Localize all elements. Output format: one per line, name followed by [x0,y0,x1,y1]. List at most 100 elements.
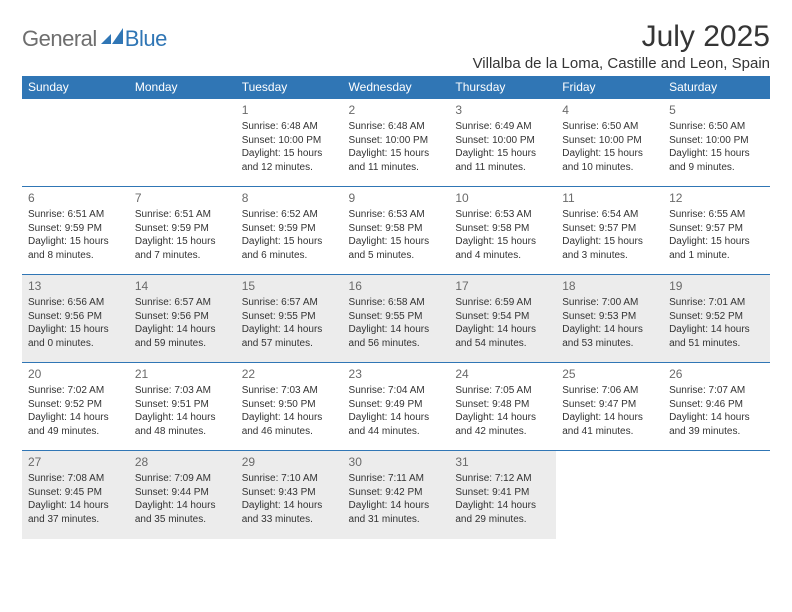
daylight-line: Daylight: 14 hours and 35 minutes. [135,499,230,526]
day-number: 25 [562,366,657,382]
daylight-line-label: Daylight: [349,148,391,159]
day-number: 23 [349,366,444,382]
sunset-line: Sunset: 9:42 PM [349,486,444,500]
daylight-line: Daylight: 15 hours and 4 minutes. [455,235,550,262]
sunrise-line-label: Sunrise: [669,209,708,220]
sunrise-line-label: Sunrise: [242,473,281,484]
weekday-header: Saturday [663,76,770,99]
day-number: 11 [562,190,657,206]
sunrise-line-label: Sunrise: [455,209,494,220]
calendar-cell: 4Sunrise: 6:50 AMSunset: 10:00 PMDayligh… [556,99,663,187]
sunset-line-value: 9:57 PM [599,223,636,234]
sunrise-line-label: Sunrise: [349,121,388,132]
daylight-line-label: Daylight: [242,412,284,423]
sunset-line: Sunset: 10:00 PM [242,134,337,148]
sunrise-line: Sunrise: 7:04 AM [349,384,444,398]
sunrise-line: Sunrise: 6:55 AM [669,208,764,222]
daylight-line-label: Daylight: [669,412,711,423]
calendar-cell: 16Sunrise: 6:58 AMSunset: 9:55 PMDayligh… [343,275,450,363]
sunset-line-label: Sunset: [455,223,492,234]
day-number: 29 [242,454,337,470]
sunrise-line: Sunrise: 6:53 AM [349,208,444,222]
sunrise-line-value: 6:50 AM [602,121,639,132]
sunset-line-value: 9:45 PM [65,487,102,498]
logo-mark-icon [101,28,123,46]
sunset-line-label: Sunset: [28,223,65,234]
daylight-line: Daylight: 15 hours and 0 minutes. [28,323,123,350]
sunrise-line: Sunrise: 6:52 AM [242,208,337,222]
calendar-header: SundayMondayTuesdayWednesdayThursdayFrid… [22,76,770,99]
calendar-cell: 21Sunrise: 7:03 AMSunset: 9:51 PMDayligh… [129,363,236,451]
sunrise-line-label: Sunrise: [242,209,281,220]
day-number: 1 [242,102,337,118]
daylight-line: Daylight: 14 hours and 51 minutes. [669,323,764,350]
logo: General Blue [22,26,167,52]
daylight-line-label: Daylight: [242,236,284,247]
sunset-line-label: Sunset: [242,135,279,146]
sunrise-line: Sunrise: 7:09 AM [135,472,230,486]
day-number: 19 [669,278,764,294]
sunset-line-value: 9:46 PM [706,399,743,410]
daylight-line-label: Daylight: [562,148,604,159]
weekday-header: Monday [129,76,236,99]
sunset-line-label: Sunset: [349,487,386,498]
daylight-line-label: Daylight: [455,148,497,159]
day-number: 28 [135,454,230,470]
sunrise-line: Sunrise: 7:00 AM [562,296,657,310]
sunset-line: Sunset: 9:47 PM [562,398,657,412]
sunrise-line-label: Sunrise: [562,209,601,220]
sunrise-line-value: 6:57 AM [174,297,211,308]
sunrise-line-value: 7:07 AM [709,385,746,396]
sunrise-line-value: 6:48 AM [281,121,318,132]
sunrise-line: Sunrise: 7:01 AM [669,296,764,310]
calendar-cell: 26Sunrise: 7:07 AMSunset: 9:46 PMDayligh… [663,363,770,451]
sunrise-line-label: Sunrise: [455,121,494,132]
sunset-line: Sunset: 9:58 PM [455,222,550,236]
sunset-line-label: Sunset: [455,487,492,498]
sunset-line-label: Sunset: [562,223,599,234]
daylight-line: Daylight: 15 hours and 10 minutes. [562,147,657,174]
sunrise-line-label: Sunrise: [349,297,388,308]
sunset-line: Sunset: 9:53 PM [562,310,657,324]
daylight-line: Daylight: 14 hours and 41 minutes. [562,411,657,438]
sunrise-line-value: 6:53 AM [388,209,425,220]
calendar-cell: 30Sunrise: 7:11 AMSunset: 9:42 PMDayligh… [343,451,450,539]
sunset-line: Sunset: 9:59 PM [242,222,337,236]
daylight-line-label: Daylight: [562,236,604,247]
sunset-line-label: Sunset: [669,311,706,322]
day-number: 22 [242,366,337,382]
daylight-line: Daylight: 15 hours and 3 minutes. [562,235,657,262]
weekday-header: Wednesday [343,76,450,99]
daylight-line: Daylight: 14 hours and 54 minutes. [455,323,550,350]
sunrise-line: Sunrise: 6:51 AM [28,208,123,222]
sunrise-line: Sunrise: 7:08 AM [28,472,123,486]
sunrise-line-label: Sunrise: [669,385,708,396]
sunset-line-value: 9:58 PM [385,223,422,234]
sunset-line: Sunset: 10:00 PM [562,134,657,148]
daylight-line-label: Daylight: [28,236,70,247]
daylight-line: Daylight: 14 hours and 53 minutes. [562,323,657,350]
day-number: 13 [28,278,123,294]
daylight-line-label: Daylight: [562,412,604,423]
calendar-cell: 13Sunrise: 6:56 AMSunset: 9:56 PMDayligh… [22,275,129,363]
calendar-row: 20Sunrise: 7:02 AMSunset: 9:52 PMDayligh… [22,363,770,451]
sunrise-line: Sunrise: 7:03 AM [135,384,230,398]
sunrise-line-value: 6:55 AM [709,209,746,220]
daylight-line-label: Daylight: [242,324,284,335]
sunrise-line: Sunrise: 6:58 AM [349,296,444,310]
calendar-cell [22,99,129,187]
day-number: 9 [349,190,444,206]
daylight-line: Daylight: 14 hours and 48 minutes. [135,411,230,438]
calendar-cell: 7Sunrise: 6:51 AMSunset: 9:59 PMDaylight… [129,187,236,275]
daylight-line-label: Daylight: [242,500,284,511]
weekday-header: Friday [556,76,663,99]
weekday-header: Sunday [22,76,129,99]
weekday-header: Thursday [449,76,556,99]
sunrise-line: Sunrise: 6:48 AM [349,120,444,134]
sunrise-line-label: Sunrise: [562,297,601,308]
day-number: 12 [669,190,764,206]
sunrise-line: Sunrise: 6:50 AM [562,120,657,134]
calendar-cell: 15Sunrise: 6:57 AMSunset: 9:55 PMDayligh… [236,275,343,363]
sunrise-line-label: Sunrise: [669,121,708,132]
day-number: 30 [349,454,444,470]
